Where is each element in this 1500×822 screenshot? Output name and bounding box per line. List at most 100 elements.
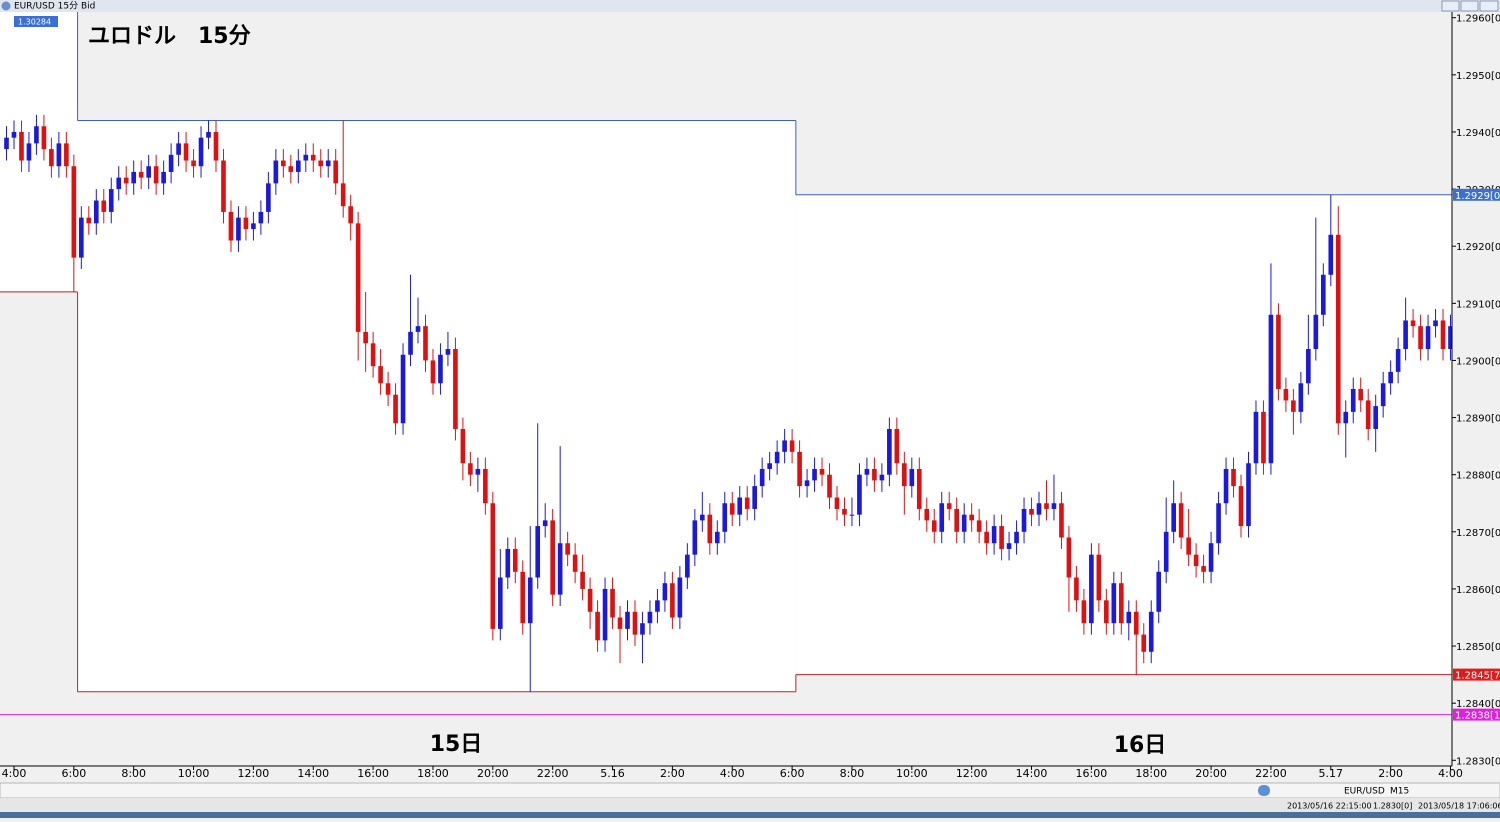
candle-body [1350, 389, 1356, 412]
candle-body [759, 468, 765, 487]
candle-body [729, 503, 735, 515]
candle-body [1373, 406, 1379, 429]
day-range-box [795, 194, 1452, 675]
close-button[interactable] [1479, 0, 1499, 12]
candle-body [378, 366, 383, 384]
candle-body [1283, 389, 1289, 401]
candle-body [49, 149, 54, 167]
candle-body [228, 211, 234, 241]
price-marker-label: 1.2929[0 [1455, 191, 1500, 202]
y-tick-label: 1.2940[0 [1456, 128, 1500, 139]
candle-body [1021, 508, 1027, 532]
candle-body [1403, 320, 1408, 350]
candle-body [789, 440, 795, 452]
candle-body [580, 571, 585, 589]
candle-body [1081, 600, 1087, 624]
x-tick-label: 5.17 [1319, 767, 1344, 780]
date-annotation: 15日 [430, 732, 483, 757]
candle-body [655, 600, 660, 612]
candle-body [41, 126, 47, 150]
candle-body [1298, 383, 1304, 412]
x-tick-label: 18:00 [1135, 767, 1167, 780]
symbol-selector[interactable]: EUR/USD [1344, 787, 1385, 797]
badge: 1.30284 [18, 18, 51, 27]
chart-title: ユロドル 15分 [88, 24, 251, 49]
candle-body [894, 428, 900, 464]
y-tick-label: 1.2910[0 [1456, 299, 1500, 310]
maximize-button[interactable] [1460, 0, 1479, 12]
window-title: EUR/USD 15分 Bid [14, 1, 95, 12]
candle-body [1014, 531, 1019, 544]
x-tick-label: 8:00 [840, 767, 865, 780]
candle-body [123, 177, 129, 184]
candle-body [1156, 571, 1162, 612]
candle-body [295, 160, 301, 172]
candle-body [670, 583, 675, 618]
x-tick-label: 12:00 [238, 767, 270, 780]
candle-body [11, 131, 17, 138]
candle-body [56, 143, 62, 167]
candle-body [400, 354, 406, 424]
candle-body [625, 611, 630, 629]
candle-body [393, 394, 398, 424]
candle-body [572, 554, 578, 572]
candle-body [991, 526, 997, 544]
candle-body [138, 171, 144, 178]
x-tick-label: 12:00 [956, 767, 988, 780]
candle-body [303, 154, 309, 161]
candle-body [1029, 508, 1034, 515]
candle-body [520, 571, 526, 624]
cursor-time: 2013/05/16 22:15:00 [1287, 802, 1372, 811]
candle-body [902, 463, 907, 487]
y-tick-label: 1.2840[0 [1456, 699, 1500, 710]
candle-body [842, 508, 847, 515]
candle-body [1395, 349, 1401, 372]
candle-body [116, 177, 122, 190]
candle-body [1141, 634, 1147, 652]
candle-body [1074, 577, 1079, 601]
candle-body [1268, 314, 1274, 464]
candle-body [1343, 411, 1349, 424]
candle-body [1418, 326, 1423, 350]
x-tick-label: 14:00 [1016, 767, 1048, 780]
minimize-button[interactable] [1441, 0, 1460, 12]
candle-body [1306, 349, 1311, 384]
price-marker-label: 1.2838[1 [1455, 711, 1500, 722]
candle-body [707, 514, 713, 544]
candle-body [1171, 503, 1176, 532]
candle-body [168, 154, 174, 172]
candle-body [692, 520, 698, 555]
plot-area [0, 12, 1452, 716]
candle-body [1253, 411, 1259, 464]
candle-body [887, 428, 892, 475]
candle-body [1059, 503, 1064, 538]
candle-body [1238, 486, 1244, 527]
day-range-box [77, 120, 796, 692]
timeframe-selector[interactable]: M15 [1390, 787, 1409, 797]
candle-body [969, 514, 974, 521]
candle-body [685, 554, 690, 578]
candle-body [281, 160, 286, 167]
scroll-thumb[interactable] [1258, 785, 1270, 796]
candle-body [1044, 503, 1049, 509]
candle-body [782, 440, 787, 452]
x-tick-label: 6:00 [780, 767, 805, 780]
candle-body [662, 583, 668, 601]
x-tick-label: 2:00 [1378, 767, 1403, 780]
candle-body [1425, 326, 1431, 350]
candle-body [251, 223, 256, 230]
candle-body [161, 171, 166, 184]
candle-body [34, 126, 39, 144]
candle-body [744, 497, 750, 509]
scrollbar[interactable] [0, 782, 1500, 799]
candle-body [512, 548, 518, 572]
candle-body [647, 611, 653, 624]
x-tick-label: 20:00 [1195, 767, 1227, 780]
status-bar [0, 798, 1500, 812]
candle-body [767, 463, 772, 469]
candle-body [1148, 611, 1154, 652]
candle-body [423, 326, 428, 361]
candle-body [1440, 320, 1446, 350]
y-tick-label: 1.2880[0 [1456, 471, 1500, 482]
candle-body [931, 520, 937, 532]
